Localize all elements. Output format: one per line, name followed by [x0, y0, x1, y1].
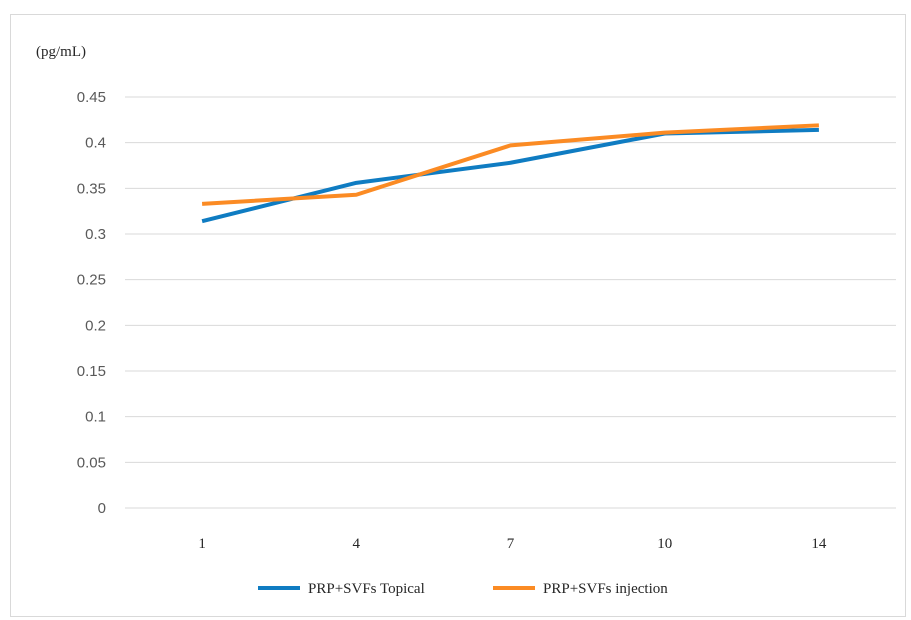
y-axis-ticks: 0 0.05 0.1 0.15 0.2 0.25 0.3 0.35 0.4 0.45	[77, 89, 106, 517]
gridlines	[125, 96, 896, 509]
series-lines	[201, 123, 819, 224]
y-tick-label: 0.45	[77, 89, 106, 106]
legend: PRP+SVFs Topical PRP+SVFs injection	[258, 581, 668, 597]
y-tick-label: 0.1	[85, 409, 106, 426]
legend-label: PRP+SVFs Topical	[308, 581, 425, 597]
x-tick-label: 7	[507, 536, 515, 552]
x-axis-ticks: 1 4 7 10 14	[198, 536, 827, 552]
chart-frame	[10, 14, 906, 617]
y-tick-label: 0.15	[77, 363, 106, 380]
y-tick-label: 0	[98, 500, 106, 517]
x-tick-label: 10	[657, 536, 672, 552]
x-tick-label: 14	[811, 536, 827, 552]
legend-label: PRP+SVFs injection	[543, 581, 668, 597]
y-tick-label: 0.2	[85, 317, 106, 334]
x-tick-label: 1	[198, 536, 206, 552]
y-tick-label: 0.35	[77, 180, 106, 197]
y-tick-label: 0.4	[85, 135, 106, 152]
unit-label: (pg/mL)	[36, 44, 86, 60]
series-line-1	[201, 127, 819, 224]
y-tick-label: 0.3	[85, 226, 106, 243]
x-tick-label: 4	[353, 536, 361, 552]
y-tick-label: 0.05	[77, 454, 106, 471]
y-tick-label: 0.25	[77, 272, 106, 289]
series-line-2	[201, 123, 819, 206]
